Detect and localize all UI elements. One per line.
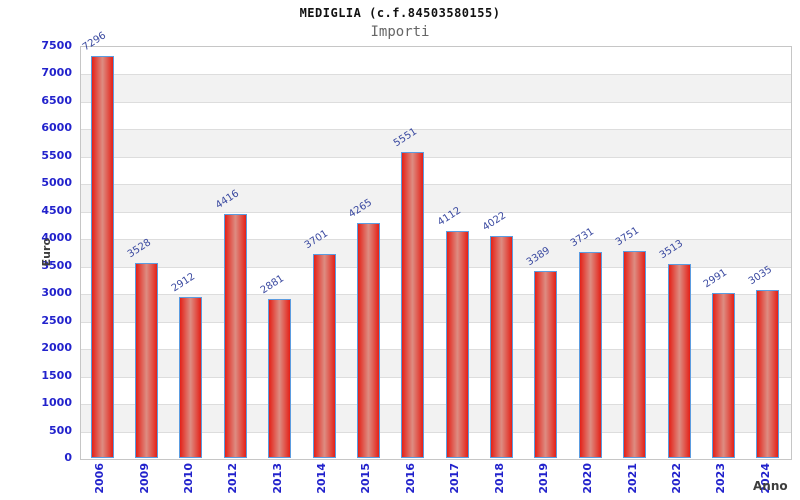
x-tick-label: 2020 <box>581 463 595 494</box>
x-tick-label: 2015 <box>359 463 373 494</box>
x-tick-label: 2021 <box>625 463 639 494</box>
plot-band <box>81 239 791 267</box>
plot-band <box>81 47 791 75</box>
gridline <box>81 404 791 406</box>
x-tick-label: 2018 <box>492 463 506 494</box>
x-axis: 2006 2009 2010 2012 2013 2014 2015 2016 2017 2018… <box>80 461 790 500</box>
x-tick-label: 2022 <box>670 463 684 494</box>
plot-band <box>81 431 791 459</box>
plot-band <box>81 184 791 212</box>
plot-band <box>81 266 791 295</box>
plot-band <box>81 404 791 432</box>
plot-band <box>81 74 791 102</box>
y-tick-label: 2500 <box>41 313 72 327</box>
x-tick-label: 2023 <box>714 463 728 494</box>
plot-band <box>81 376 791 405</box>
x-tick-label: 2019 <box>536 463 550 494</box>
y-tick-label: 6500 <box>41 93 72 107</box>
x-tick-label: 2012 <box>226 463 240 494</box>
plot-band <box>81 101 791 130</box>
gridline <box>81 376 791 378</box>
y-tick-label: 1500 <box>41 368 72 382</box>
x-tick-label: 2014 <box>315 463 329 494</box>
y-tick-label: 7000 <box>41 66 72 80</box>
y-tick-label: 4500 <box>41 203 72 217</box>
gridline <box>81 321 791 323</box>
y-tick-label: 0 <box>64 451 72 464</box>
gridline <box>81 266 791 268</box>
gridline <box>81 129 791 131</box>
y-axis-title: Euro <box>40 238 53 267</box>
y-tick-label: 2000 <box>41 341 72 355</box>
plot-band <box>81 211 791 240</box>
x-tick-label: 2010 <box>181 463 195 494</box>
y-tick-label: 5500 <box>41 148 72 162</box>
gridline <box>81 431 791 433</box>
y-tick-label: 4000 <box>41 231 72 245</box>
y-tick-label: 3500 <box>41 258 72 272</box>
plot-band <box>81 321 791 350</box>
plot-band <box>81 156 791 185</box>
x-tick-label: 2006 <box>93 463 107 494</box>
y-tick-label: 6000 <box>41 121 72 135</box>
gridline <box>81 239 791 241</box>
gridline <box>81 156 791 158</box>
plot-band <box>81 294 791 322</box>
x-tick-label: 2016 <box>403 463 417 494</box>
x-tick-label: 2017 <box>448 463 462 494</box>
chart-title: MEDIGLIA (c.f.84503580155) <box>299 6 501 20</box>
gridline <box>81 184 791 186</box>
y-tick-label: 1000 <box>41 396 72 410</box>
x-axis-title: Anno <box>753 479 788 493</box>
gridline <box>81 74 791 76</box>
x-tick-label: 2013 <box>270 463 284 494</box>
gridline <box>81 294 791 296</box>
x-tick-label: 2009 <box>137 463 151 494</box>
y-tick-label: 7500 <box>41 39 72 52</box>
plot-area <box>80 46 792 460</box>
gridline <box>81 349 791 351</box>
chart-subtitle: Importi <box>370 24 430 40</box>
y-tick-label: 500 <box>49 423 72 437</box>
gridline <box>81 211 791 213</box>
gridline <box>81 101 791 103</box>
y-tick-label: 5000 <box>41 176 72 190</box>
y-tick-label: 3000 <box>41 286 72 300</box>
plot-band <box>81 349 791 377</box>
plot-band <box>81 129 791 157</box>
